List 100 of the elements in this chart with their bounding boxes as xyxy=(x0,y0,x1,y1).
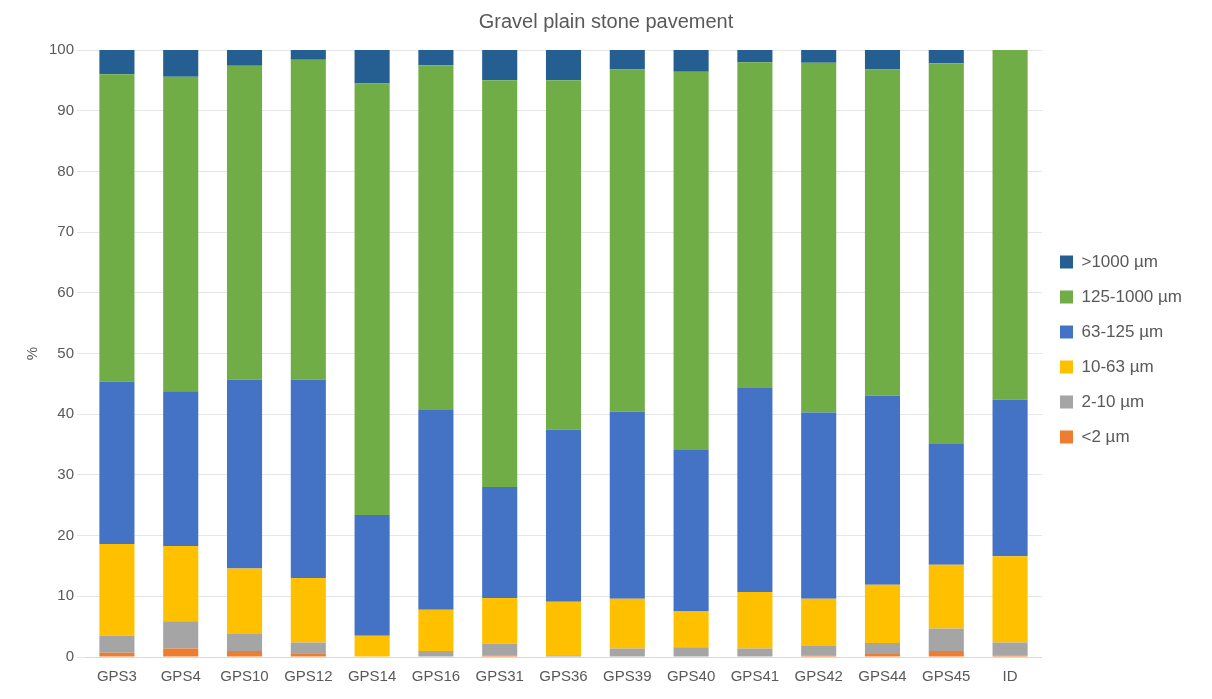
bar xyxy=(928,63,964,444)
bar xyxy=(801,412,837,599)
bar xyxy=(992,50,1028,400)
bar xyxy=(864,653,901,657)
y-tick-label: 50 xyxy=(57,343,75,361)
bar xyxy=(290,50,326,60)
bar xyxy=(482,50,518,81)
y-tick-label: 40 xyxy=(57,404,75,422)
x-tick-label: GPS16 xyxy=(411,667,461,685)
x-tick-label: GPS36 xyxy=(539,667,588,685)
bar xyxy=(737,592,773,649)
legend-label: 10-63 µm xyxy=(1081,356,1154,376)
x-tick-label: GPS31 xyxy=(475,667,524,685)
bar xyxy=(226,379,263,569)
bar xyxy=(737,50,773,63)
bar xyxy=(99,50,135,75)
bar xyxy=(801,598,837,647)
bar xyxy=(290,59,326,380)
bar xyxy=(163,545,199,622)
bar xyxy=(163,648,199,657)
y-tick-label: 60 xyxy=(57,282,75,300)
x-tick-label: GPS3 xyxy=(96,667,137,685)
bar xyxy=(482,487,518,599)
bar xyxy=(482,643,518,656)
bar xyxy=(290,653,326,657)
bar xyxy=(290,379,326,579)
bar xyxy=(290,642,326,654)
bar xyxy=(928,650,964,657)
bar xyxy=(928,564,964,629)
bar xyxy=(418,409,454,610)
bar xyxy=(290,578,326,643)
bar xyxy=(864,395,901,585)
x-tick-label: GPS42 xyxy=(794,667,843,685)
bar xyxy=(99,74,135,382)
bar xyxy=(99,635,135,653)
bar xyxy=(864,69,901,396)
bar xyxy=(418,50,454,66)
bar xyxy=(609,50,645,70)
bar xyxy=(609,69,645,412)
bar xyxy=(864,50,901,70)
y-tick-label: 10 xyxy=(57,586,75,604)
bar xyxy=(928,443,964,565)
y-axis-title: % xyxy=(23,346,41,361)
legend-label: <2 µm xyxy=(1081,426,1130,446)
bar xyxy=(418,65,454,410)
legend-label: >1000 µm xyxy=(1081,251,1158,271)
legend-label: 63-125 µm xyxy=(1081,321,1164,341)
bar xyxy=(418,650,454,657)
x-tick-label: GPS41 xyxy=(730,667,780,685)
bar xyxy=(545,429,582,602)
bar xyxy=(864,643,901,654)
x-tick-label: ID xyxy=(1002,667,1018,685)
bar xyxy=(354,635,390,657)
bar xyxy=(482,598,518,644)
bar xyxy=(99,652,135,657)
bar xyxy=(673,647,709,657)
y-tick-label: 70 xyxy=(57,222,75,240)
x-tick-label: GPS14 xyxy=(347,667,397,685)
bar xyxy=(545,80,582,430)
bar xyxy=(609,598,645,649)
bar xyxy=(226,50,263,66)
bar xyxy=(354,83,390,515)
bar xyxy=(673,50,709,72)
y-tick-label: 90 xyxy=(57,100,75,118)
x-tick-label: GPS12 xyxy=(284,667,333,685)
bar xyxy=(673,450,709,612)
bar xyxy=(673,611,709,648)
x-tick-label: GPS4 xyxy=(160,667,201,685)
bar xyxy=(992,642,1028,656)
bar xyxy=(226,568,263,634)
bar xyxy=(992,556,1028,643)
bar xyxy=(99,381,135,545)
chart-title: Gravel plain stone pavement xyxy=(478,9,734,32)
bar xyxy=(163,50,199,77)
x-tick-label: GPS40 xyxy=(666,667,716,685)
bar xyxy=(928,50,964,64)
x-tick-label: GPS44 xyxy=(858,667,907,685)
bar xyxy=(992,399,1028,557)
bar xyxy=(545,50,582,81)
bar xyxy=(928,628,964,651)
bar xyxy=(354,514,390,636)
x-tick-label: GPS10 xyxy=(220,667,269,685)
bar xyxy=(801,646,837,656)
legend-label: 125-1000 µm xyxy=(1081,286,1183,306)
bar xyxy=(801,62,837,413)
bar xyxy=(418,609,454,651)
bar xyxy=(737,388,773,593)
bar xyxy=(163,391,199,546)
bar xyxy=(163,621,199,649)
legend-label: 2-10 µm xyxy=(1081,391,1145,411)
bar xyxy=(163,76,199,392)
bar xyxy=(673,71,709,451)
bar xyxy=(609,411,645,599)
bar xyxy=(354,50,390,84)
bar xyxy=(737,62,773,389)
y-tick-label: 100 xyxy=(49,40,75,58)
y-tick-label: 80 xyxy=(57,161,75,179)
x-tick-label: GPS39 xyxy=(603,667,652,685)
bar xyxy=(609,648,645,657)
bar xyxy=(545,601,582,656)
